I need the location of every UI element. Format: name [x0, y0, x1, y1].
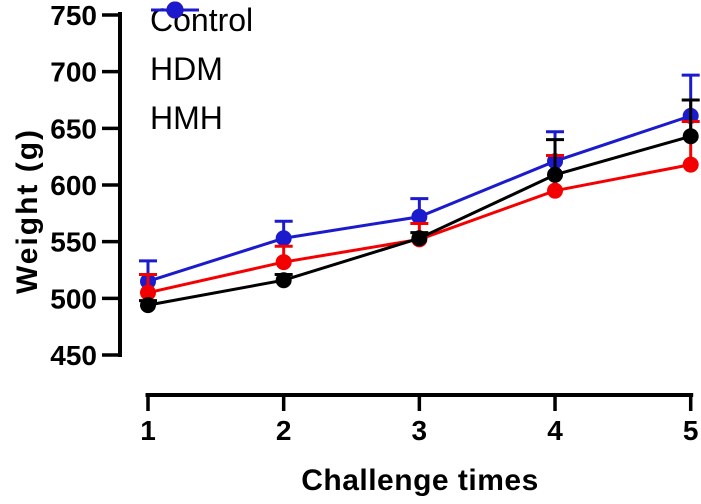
- y-tick-label: 700: [50, 57, 97, 88]
- hmh-line-marker-icon: [151, 1, 199, 19]
- data-point-control: [140, 297, 156, 314]
- y-tick-label: 600: [50, 170, 97, 201]
- y-tick-label: 550: [50, 227, 97, 258]
- data-point-control: [682, 128, 699, 145]
- x-tick-label: 1: [140, 415, 156, 446]
- y-tick-label: 650: [50, 113, 97, 144]
- x-tick-label: 3: [412, 415, 428, 446]
- data-point-hdm: [547, 182, 564, 199]
- legend-item-hmh: HMH: [150, 1, 253, 136]
- data-point-hmh: [275, 230, 292, 247]
- data-point-hdm: [140, 284, 156, 301]
- legend-label-hdm: HDM: [150, 50, 223, 87]
- x-tick-label: 5: [683, 415, 699, 446]
- x-tick-label: 2: [276, 415, 292, 446]
- data-point-control: [275, 272, 292, 289]
- data-point-control: [411, 230, 428, 247]
- legend-item-hdm: HDM: [150, 1, 253, 87]
- y-tick-label: 450: [50, 340, 97, 371]
- legend: Control HDM HMH: [150, 0, 253, 149]
- x-tick-label: 4: [547, 415, 563, 446]
- data-point-hmh: [411, 208, 428, 225]
- y-tick-label: 500: [50, 283, 97, 314]
- data-point-hdm: [682, 156, 699, 173]
- data-point-control: [547, 166, 564, 183]
- x-axis-title: Challenge times: [301, 464, 539, 497]
- y-axis-title: Weight (g): [11, 127, 44, 295]
- legend-label-hmh: HMH: [150, 99, 223, 136]
- data-point-hdm: [275, 254, 292, 271]
- y-tick-label: 750: [50, 0, 97, 31]
